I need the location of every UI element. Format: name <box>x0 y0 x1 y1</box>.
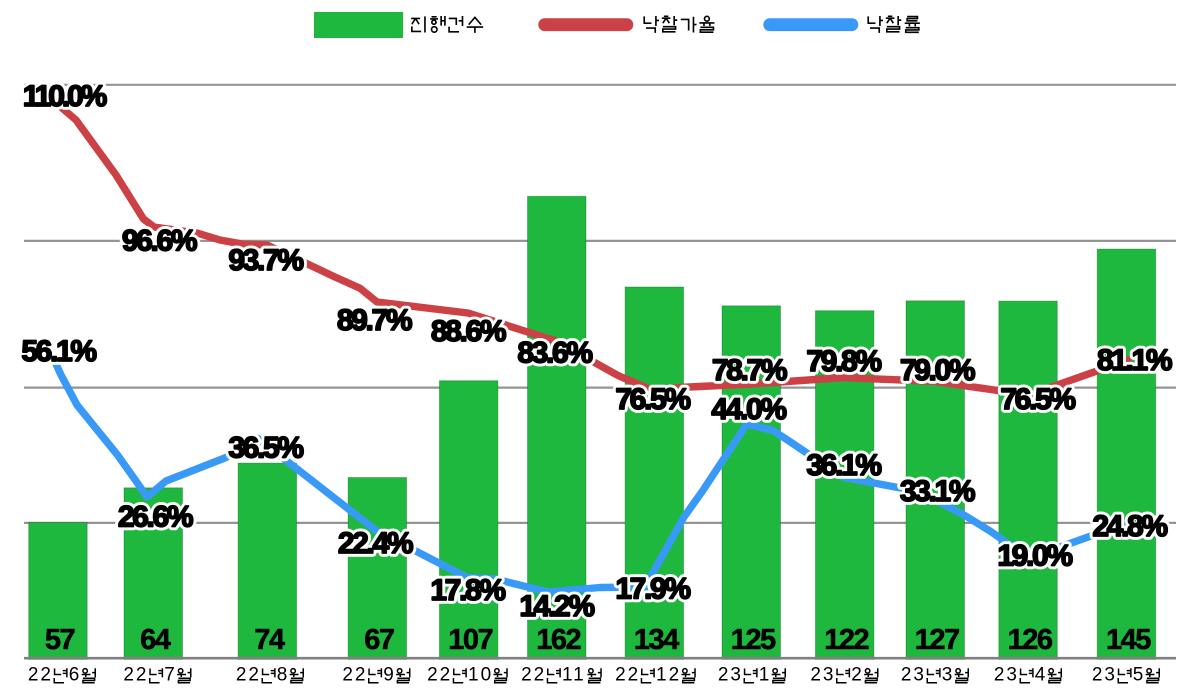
svg-text:24.8%: 24.8% <box>1092 510 1167 543</box>
svg-text:22.4%: 22.4% <box>338 527 413 560</box>
svg-text:81.1%: 81.1% <box>1097 344 1172 377</box>
svg-text:78.7%: 78.7% <box>712 354 787 387</box>
svg-text:9: 9 <box>383 665 396 686</box>
svg-text:33.1%: 33.1% <box>900 475 975 508</box>
svg-text:96.6%: 96.6% <box>122 225 197 258</box>
svg-text:17.8%: 17.8% <box>430 574 505 607</box>
svg-text:22.4%: 22.4% <box>338 527 413 560</box>
svg-text:26.6%: 26.6% <box>118 501 193 534</box>
svg-text:145: 145 <box>1106 624 1151 656</box>
svg-text:79.8%: 79.8% <box>806 345 881 378</box>
svg-text:36.5%: 36.5% <box>228 432 303 465</box>
svg-text:36.1%: 36.1% <box>806 449 881 482</box>
svg-text:44.0%: 44.0% <box>711 393 786 426</box>
svg-text:24.8%: 24.8% <box>1092 510 1167 543</box>
svg-text:76.5%: 76.5% <box>1000 383 1075 416</box>
svg-text:22: 22 <box>521 665 546 686</box>
svg-text:107: 107 <box>448 624 492 656</box>
svg-text:14.2%: 14.2% <box>519 590 594 623</box>
svg-text:110.0%: 110.0% <box>23 80 107 113</box>
svg-text:126: 126 <box>1008 624 1053 656</box>
svg-text:134: 134 <box>634 624 679 656</box>
svg-text:93.7%: 93.7% <box>228 244 303 277</box>
svg-text:6: 6 <box>69 665 82 686</box>
svg-text:89.7%: 89.7% <box>337 304 412 337</box>
svg-text:3: 3 <box>942 665 955 686</box>
svg-text:83.6%: 83.6% <box>517 337 592 370</box>
svg-text:14.2%: 14.2% <box>519 590 594 623</box>
svg-text:22: 22 <box>236 665 261 686</box>
svg-text:1: 1 <box>759 665 772 686</box>
svg-text:22: 22 <box>427 665 452 686</box>
svg-text:19.0%: 19.0% <box>997 540 1072 573</box>
svg-text:79.0%: 79.0% <box>900 354 975 387</box>
svg-text:33.1%: 33.1% <box>900 475 975 508</box>
svg-text:83.6%: 83.6% <box>517 337 592 370</box>
svg-text:4: 4 <box>1035 665 1048 686</box>
svg-text:22: 22 <box>615 665 640 686</box>
svg-text:22: 22 <box>342 665 367 686</box>
svg-text:17.9%: 17.9% <box>615 573 690 606</box>
svg-text:127: 127 <box>915 624 959 656</box>
svg-text:17.9%: 17.9% <box>615 573 690 606</box>
svg-text:76.5%: 76.5% <box>615 383 690 416</box>
svg-text:96.6%: 96.6% <box>122 225 197 258</box>
svg-text:79.8%: 79.8% <box>806 345 881 378</box>
svg-text:23: 23 <box>1092 665 1117 686</box>
svg-text:7: 7 <box>164 665 177 686</box>
svg-text:122: 122 <box>824 624 868 656</box>
svg-text:23: 23 <box>994 665 1019 686</box>
svg-text:12: 12 <box>656 665 681 686</box>
svg-text:19.0%: 19.0% <box>997 540 1072 573</box>
svg-text:22: 22 <box>123 665 148 686</box>
svg-text:56.1%: 56.1% <box>21 335 96 368</box>
svg-text:76.5%: 76.5% <box>1000 383 1075 416</box>
svg-text:23: 23 <box>718 665 743 686</box>
svg-text:125: 125 <box>731 624 776 656</box>
svg-text:88.6%: 88.6% <box>431 315 506 348</box>
svg-text:76.5%: 76.5% <box>615 383 690 416</box>
svg-text:110.0%: 110.0% <box>23 80 107 113</box>
svg-text:23: 23 <box>901 665 926 686</box>
svg-text:78.7%: 78.7% <box>712 354 787 387</box>
svg-text:26.6%: 26.6% <box>118 501 193 534</box>
svg-text:88.6%: 88.6% <box>431 315 506 348</box>
svg-text:93.7%: 93.7% <box>228 244 303 277</box>
svg-text:8: 8 <box>277 665 290 686</box>
svg-text:67: 67 <box>364 624 394 656</box>
svg-text:74: 74 <box>254 624 285 656</box>
svg-text:56.1%: 56.1% <box>21 335 96 368</box>
svg-text:57: 57 <box>45 624 75 656</box>
svg-text:81.1%: 81.1% <box>1097 344 1172 377</box>
svg-text:5: 5 <box>1133 665 1146 686</box>
svg-text:64: 64 <box>140 624 171 656</box>
svg-text:23: 23 <box>810 665 835 686</box>
svg-text:44.0%: 44.0% <box>711 393 786 426</box>
svg-text:2: 2 <box>851 665 864 686</box>
svg-text:162: 162 <box>536 624 580 656</box>
svg-text:89.7%: 89.7% <box>337 304 412 337</box>
svg-text:36.5%: 36.5% <box>228 432 303 465</box>
svg-text:79.0%: 79.0% <box>900 354 975 387</box>
svg-text:11: 11 <box>562 665 586 686</box>
svg-text:22: 22 <box>28 665 53 686</box>
svg-text:10: 10 <box>468 665 493 686</box>
svg-text:17.8%: 17.8% <box>430 574 505 607</box>
svg-text:36.1%: 36.1% <box>806 449 881 482</box>
